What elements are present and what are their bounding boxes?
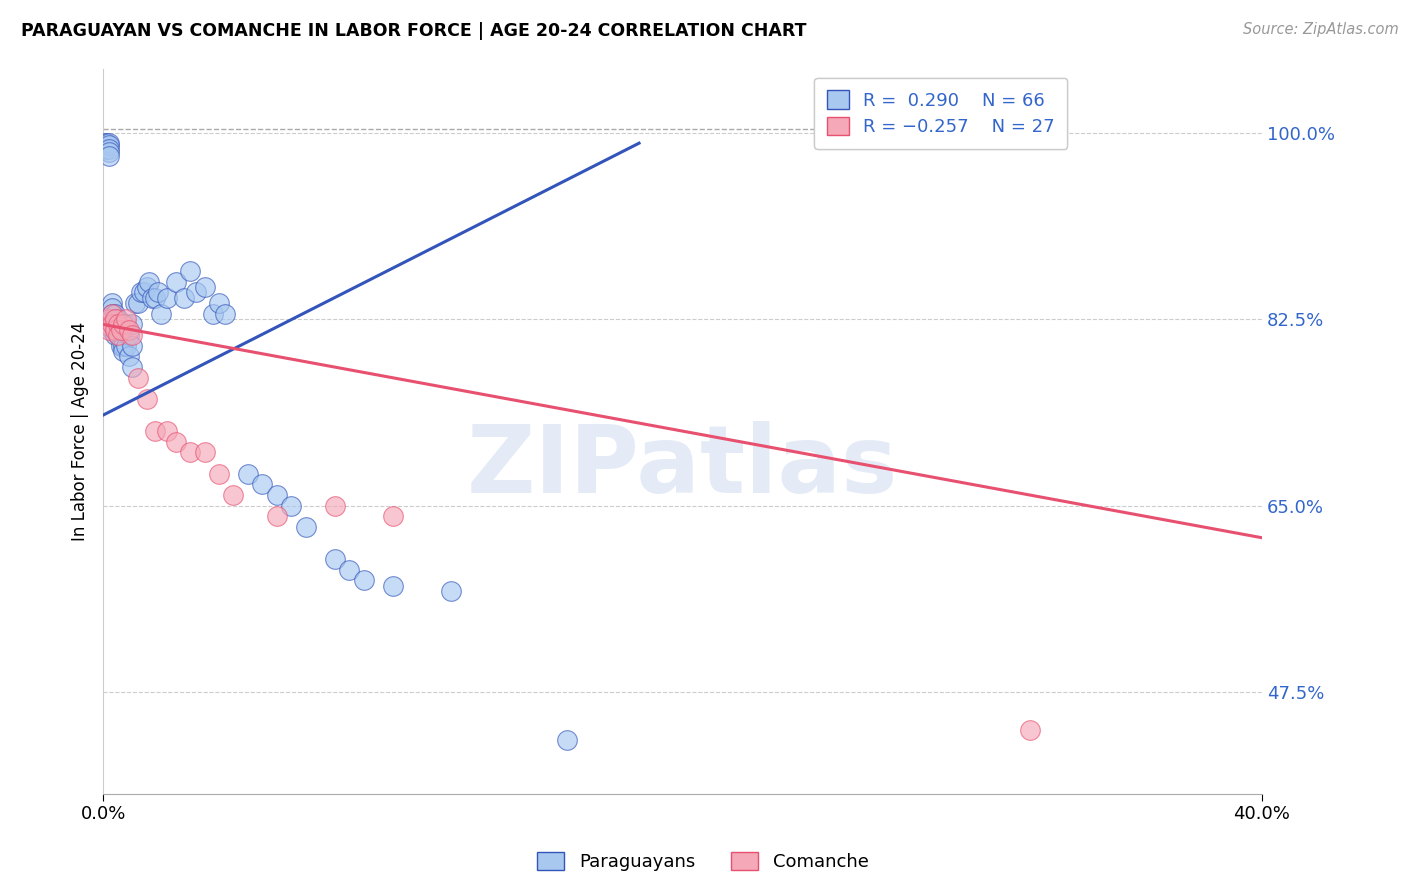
Point [107,328,129,343]
Point [94,141,117,155]
Point [104,307,127,321]
Point [266,488,288,502]
Point [101,296,124,310]
Point [115,312,138,326]
Point [266,509,288,524]
Point [127,296,149,310]
Point [107,312,129,326]
Point [129,285,152,300]
Point [208,467,231,481]
Point [193,445,215,459]
Point [112,323,135,337]
Text: Source: ZipAtlas.com: Source: ZipAtlas.com [1243,22,1399,37]
Point [107,323,129,337]
Point [202,307,225,321]
Point [156,424,179,438]
Point [121,360,143,375]
Point [353,574,375,588]
Point [97,323,120,337]
Point [440,584,463,599]
Point [184,285,207,300]
Point [165,275,187,289]
Point [104,323,127,337]
Point [97,136,120,151]
Point [179,264,201,278]
Point [110,323,132,337]
Point [101,301,124,316]
Point [121,328,143,343]
Point [107,328,129,343]
Point [101,307,124,321]
Point [323,499,346,513]
Point [94,136,117,151]
Point [97,149,120,163]
Point [107,318,129,332]
Point [214,307,236,321]
Point [101,307,124,321]
Point [252,477,274,491]
Point [104,312,127,326]
Point [124,296,146,310]
Point [127,371,149,385]
Point [101,318,124,332]
Point [97,138,120,153]
Point [104,323,127,337]
Point [179,445,201,459]
Point [121,318,143,332]
Point [104,318,127,332]
Point [1019,723,1042,737]
Point [101,312,124,326]
Legend: Paraguayans, Comanche: Paraguayans, Comanche [530,845,876,879]
Point [173,291,195,305]
Point [104,328,127,343]
Point [110,323,132,337]
Point [135,280,157,294]
Point [141,291,163,305]
Point [132,285,155,300]
Text: ZIPatlas: ZIPatlas [467,421,898,514]
Point [97,145,120,159]
Point [110,318,132,332]
Legend: R =  0.290    N = 66, R = −0.257    N = 27: R = 0.290 N = 66, R = −0.257 N = 27 [814,78,1067,149]
Point [101,323,124,337]
Y-axis label: In Labor Force | Age 20-24: In Labor Force | Age 20-24 [72,321,89,541]
Point [222,488,245,502]
Point [555,733,578,747]
Point [165,434,187,449]
Point [112,339,135,353]
Point [143,424,166,438]
Point [280,499,302,513]
Point [121,339,143,353]
Point [337,563,360,577]
Point [112,344,135,359]
Point [208,296,231,310]
Point [193,280,215,294]
Point [381,579,404,593]
Point [107,318,129,332]
Point [135,392,157,406]
Point [110,339,132,353]
Point [94,318,117,332]
Point [146,285,169,300]
Point [97,141,120,155]
Point [94,136,117,151]
Point [138,275,160,289]
Point [156,291,179,305]
Point [143,291,166,305]
Point [104,312,127,326]
Point [118,323,141,337]
Point [97,312,120,326]
Point [112,318,135,332]
Point [295,520,318,534]
Point [323,552,346,566]
Text: PARAGUAYAN VS COMANCHE IN LABOR FORCE | AGE 20-24 CORRELATION CHART: PARAGUAYAN VS COMANCHE IN LABOR FORCE | … [21,22,807,40]
Point [381,509,404,524]
Point [115,318,138,332]
Point [236,467,259,481]
Point [150,307,173,321]
Point [101,318,124,332]
Point [118,328,141,343]
Point [118,350,141,364]
Point [115,339,138,353]
